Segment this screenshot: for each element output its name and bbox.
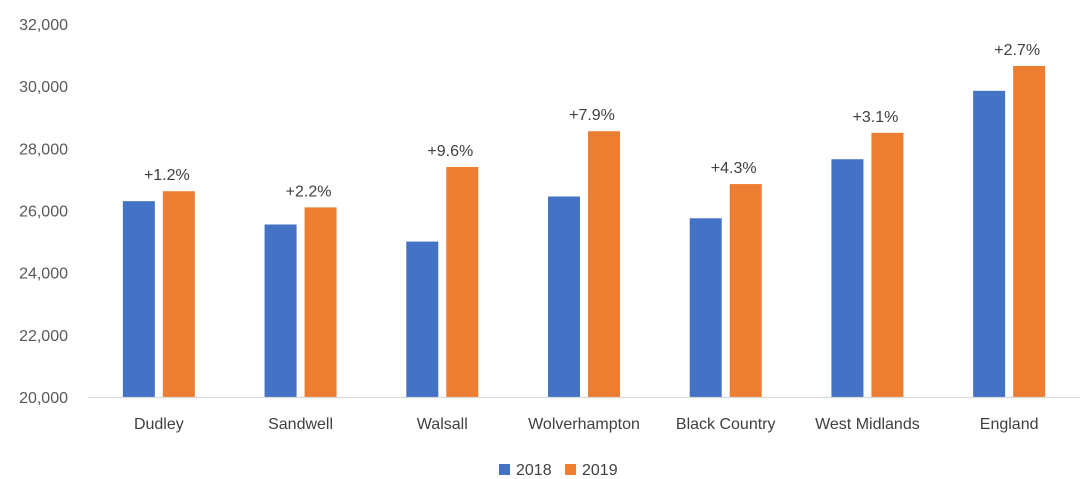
bar-2018-sandwell bbox=[264, 224, 297, 397]
x-category-label: Wolverhampton bbox=[528, 416, 640, 433]
bar-2019-sandwell bbox=[304, 207, 337, 397]
x-category-label: England bbox=[980, 416, 1039, 433]
y-axis: 20,000 22,000 24,000 26,000 28,000 30,000 32,0… bbox=[19, 17, 68, 407]
bar-2018-black-country bbox=[689, 218, 722, 397]
bar-2019-walsall bbox=[446, 166, 479, 397]
bar-2018-dudley bbox=[122, 201, 155, 397]
bar-2018-wolverhampton bbox=[548, 196, 580, 397]
y-tick-label: 24,000 bbox=[19, 266, 68, 283]
y-tick-label: 20,000 bbox=[19, 390, 68, 407]
bar-2019-black-country bbox=[729, 184, 762, 397]
change-annotation: +2.2% bbox=[286, 183, 332, 200]
bars bbox=[122, 65, 1046, 398]
y-tick-label: 22,000 bbox=[19, 328, 68, 345]
x-category-label: Walsall bbox=[417, 416, 468, 433]
legend-label: 2018 bbox=[516, 462, 552, 479]
x-category-label: West Midlands bbox=[815, 416, 920, 433]
y-tick-label: 28,000 bbox=[19, 141, 68, 158]
bar-2019-west-midlands bbox=[871, 132, 904, 397]
bar-2019-england bbox=[1013, 65, 1046, 398]
change-annotation: +1.2% bbox=[144, 167, 190, 184]
legend: 2018 2019 bbox=[499, 462, 618, 479]
x-category-label: Sandwell bbox=[268, 416, 333, 433]
change-annotation: +2.7% bbox=[994, 42, 1040, 59]
change-annotation: +4.3% bbox=[711, 160, 757, 177]
bar-2018-west-midlands bbox=[831, 159, 864, 397]
bar-2019-dudley bbox=[162, 191, 195, 397]
x-axis: Dudley Sandwell Walsall Wolverhampton Black … bbox=[88, 396, 1080, 433]
bar-2018-england bbox=[973, 90, 1006, 398]
change-annotation: +9.6% bbox=[427, 143, 473, 160]
bar-2019-wolverhampton bbox=[588, 131, 620, 398]
x-category-label: Black Country bbox=[676, 416, 776, 433]
legend-label: 2019 bbox=[582, 462, 618, 479]
change-annotation: +3.1% bbox=[853, 109, 899, 126]
y-tick-label: 32,000 bbox=[19, 17, 68, 34]
x-category-label: Dudley bbox=[134, 416, 184, 433]
y-tick-label: 30,000 bbox=[19, 79, 68, 96]
legend-swatch bbox=[499, 464, 510, 475]
y-tick-label: 26,000 bbox=[19, 204, 68, 221]
change-annotation: +7.9% bbox=[569, 107, 615, 124]
bar-2018-walsall bbox=[406, 241, 439, 397]
legend-swatch bbox=[565, 464, 576, 475]
annotations: +1.2% +2.2% +9.6% +7.9% +4.3% +3.1% +2.7% bbox=[144, 42, 1040, 200]
